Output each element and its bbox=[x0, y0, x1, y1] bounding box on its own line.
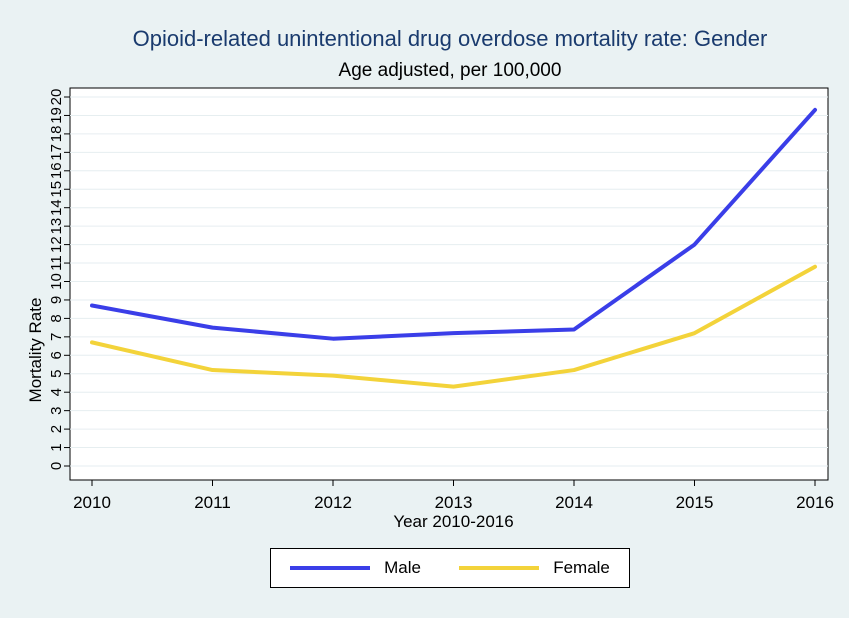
series-line-female bbox=[90, 264, 817, 389]
y-tick-label: 14 bbox=[48, 199, 65, 216]
legend-item-female: Female bbox=[459, 558, 610, 578]
x-tick-label: 2015 bbox=[676, 493, 714, 512]
gridlines bbox=[70, 96, 828, 467]
y-tick-label: 1 bbox=[48, 443, 65, 451]
x-axis-label: Year 2010-2016 bbox=[393, 512, 514, 531]
x-tick-label: 2013 bbox=[435, 493, 473, 512]
y-tick-label: 19 bbox=[48, 107, 65, 124]
y-tick-label: 15 bbox=[48, 181, 65, 198]
x-tick-label: 2016 bbox=[796, 493, 834, 512]
y-tick-label: 6 bbox=[48, 351, 65, 359]
y-tick-label: 8 bbox=[48, 314, 65, 322]
y-tick-label: 20 bbox=[48, 89, 65, 106]
chart-subtitle: Age adjusted, per 100,000 bbox=[338, 60, 562, 81]
legend-swatch-male bbox=[290, 566, 371, 570]
y-tick-label: 11 bbox=[48, 255, 65, 271]
plot-area bbox=[69, 87, 829, 481]
y-tick-label: 4 bbox=[48, 388, 65, 396]
x-tick-label: 2010 bbox=[73, 493, 111, 512]
y-tick-label: 9 bbox=[48, 296, 65, 304]
series-line-male bbox=[90, 107, 817, 341]
legend: Male Female bbox=[270, 548, 630, 588]
series-lines bbox=[90, 107, 817, 389]
y-tick-label: 2 bbox=[48, 425, 65, 433]
legend-swatch-female bbox=[459, 566, 540, 570]
y-tick-label: 7 bbox=[48, 333, 65, 341]
x-tick-label: 2012 bbox=[314, 493, 352, 512]
x-tick-label: 2011 bbox=[194, 493, 231, 512]
y-tick-label: 3 bbox=[48, 406, 65, 414]
y-tick-label: 10 bbox=[48, 273, 65, 290]
y-tick-label: 5 bbox=[48, 370, 65, 378]
legend-label-male: Male bbox=[384, 558, 421, 577]
y-tick-label: 0 bbox=[48, 462, 65, 470]
y-tick-label: 12 bbox=[48, 236, 65, 253]
y-axis-label: Mortality Rate bbox=[26, 297, 45, 403]
x-tick-label: 2014 bbox=[555, 493, 593, 512]
legend-label-female: Female bbox=[553, 558, 610, 577]
legend-item-male: Male bbox=[290, 558, 421, 578]
y-tick-label: 17 bbox=[48, 144, 65, 161]
y-tick-label: 13 bbox=[48, 218, 65, 235]
chart-title: Opioid-related unintentional drug overdo… bbox=[132, 26, 768, 51]
y-tick-label: 18 bbox=[48, 126, 65, 143]
y-tick-label: 16 bbox=[48, 162, 65, 179]
